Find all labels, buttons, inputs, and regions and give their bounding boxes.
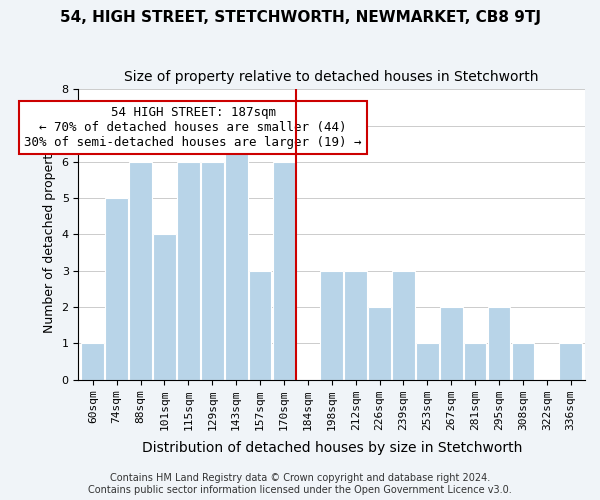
Bar <box>177 162 200 380</box>
Bar <box>512 344 534 380</box>
Bar <box>249 271 271 380</box>
Text: Contains HM Land Registry data © Crown copyright and database right 2024.
Contai: Contains HM Land Registry data © Crown c… <box>88 474 512 495</box>
Bar <box>320 271 343 380</box>
Bar <box>488 307 511 380</box>
Bar <box>344 271 367 380</box>
Bar <box>272 162 295 380</box>
Text: 54 HIGH STREET: 187sqm
← 70% of detached houses are smaller (44)
30% of semi-det: 54 HIGH STREET: 187sqm ← 70% of detached… <box>25 106 362 148</box>
Bar <box>392 271 415 380</box>
Bar <box>440 307 463 380</box>
Bar <box>201 162 224 380</box>
Bar <box>464 344 487 380</box>
Bar <box>416 344 439 380</box>
Bar <box>129 162 152 380</box>
Bar <box>153 234 176 380</box>
Y-axis label: Number of detached properties: Number of detached properties <box>43 136 56 333</box>
Bar <box>106 198 128 380</box>
Bar <box>82 344 104 380</box>
Bar <box>559 344 582 380</box>
Bar <box>368 307 391 380</box>
Bar <box>225 126 248 380</box>
Title: Size of property relative to detached houses in Stetchworth: Size of property relative to detached ho… <box>124 70 539 84</box>
X-axis label: Distribution of detached houses by size in Stetchworth: Distribution of detached houses by size … <box>142 441 522 455</box>
Text: 54, HIGH STREET, STETCHWORTH, NEWMARKET, CB8 9TJ: 54, HIGH STREET, STETCHWORTH, NEWMARKET,… <box>59 10 541 25</box>
